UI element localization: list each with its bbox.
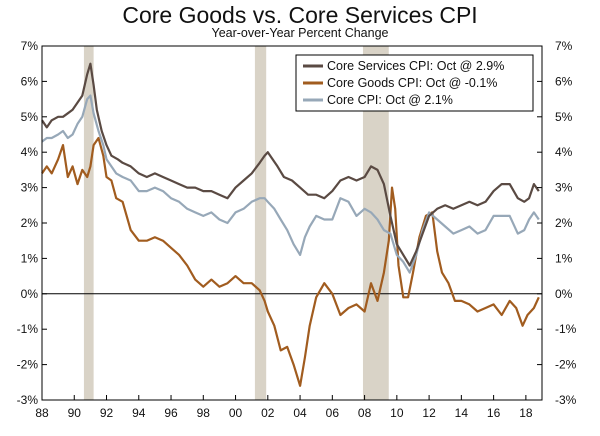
x-tick-label: 10	[390, 406, 404, 420]
legend-label-2: Core CPI: Oct @ 2.1%	[327, 93, 453, 107]
y-tick-label-right: 1%	[555, 251, 573, 265]
x-tick-label: 94	[132, 406, 146, 420]
x-tick-label: 90	[68, 406, 82, 420]
x-tick-label: 98	[197, 406, 211, 420]
x-tick-label: 88	[35, 406, 49, 420]
y-tick-label-left: 4%	[21, 145, 39, 159]
y-tick-label-right: 3%	[555, 181, 573, 195]
x-tick-label: 02	[261, 406, 275, 420]
y-tick-label-left: -2%	[17, 358, 39, 372]
y-tick-label-right: -1%	[555, 322, 577, 336]
legend-label-0: Core Services CPI: Oct @ 2.9%	[327, 59, 504, 73]
y-tick-label-left: -3%	[17, 393, 39, 407]
y-tick-label-left: 3%	[21, 181, 39, 195]
y-tick-label-left: 2%	[21, 216, 39, 230]
y-tick-label-left: 7%	[21, 39, 39, 53]
x-tick-label: 06	[326, 406, 340, 420]
x-tick-label: 96	[164, 406, 178, 420]
x-tick-label: 14	[455, 406, 469, 420]
x-tick-label: 92	[100, 406, 114, 420]
y-tick-label-left: 5%	[21, 110, 39, 124]
y-tick-label-right: 5%	[555, 110, 573, 124]
y-tick-label-right: 7%	[555, 39, 573, 53]
y-tick-label-left: 0%	[21, 287, 39, 301]
y-tick-label-right: 6%	[555, 74, 573, 88]
x-tick-label: 18	[519, 406, 533, 420]
x-tick-label: 08	[358, 406, 372, 420]
chart-subtitle: Year-over-Year Percent Change	[211, 26, 389, 40]
series-line-1	[41, 136, 540, 387]
y-tick-label-right: -2%	[555, 358, 577, 372]
x-tick-label: 00	[229, 406, 243, 420]
chart-title: Core Goods vs. Core Services CPI	[122, 2, 478, 28]
y-tick-label-right: -3%	[555, 393, 577, 407]
x-tick-label: 12	[422, 406, 436, 420]
y-tick-label-right: 4%	[555, 145, 573, 159]
y-tick-label-right: 0%	[555, 287, 573, 301]
x-tick-label: 04	[293, 406, 307, 420]
legend-label-1: Core Goods CPI: Oct @ -0.1%	[327, 76, 497, 90]
series-line-2	[41, 94, 540, 274]
y-tick-label-right: 2%	[555, 216, 573, 230]
x-tick-label: 16	[487, 406, 501, 420]
recession-band	[83, 46, 94, 400]
series-line-0	[41, 62, 540, 267]
y-tick-label-left: 6%	[21, 74, 39, 88]
recession-band	[254, 46, 267, 400]
legend-box	[295, 54, 534, 112]
y-tick-label-left: -1%	[17, 322, 39, 336]
y-tick-label-left: 1%	[21, 251, 39, 265]
